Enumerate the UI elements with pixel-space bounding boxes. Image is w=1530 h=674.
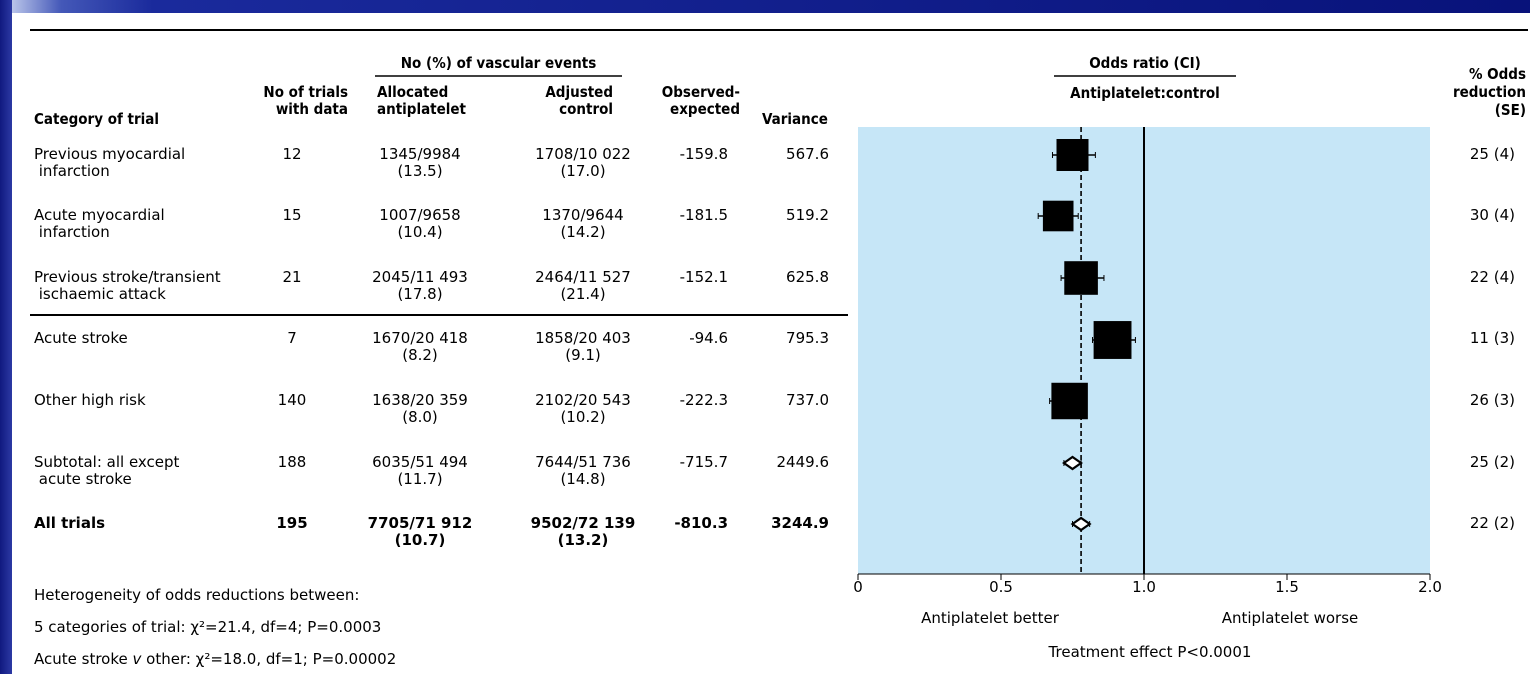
odds-ratio-square — [1064, 261, 1098, 295]
x-tick-label: 1.0 — [1132, 578, 1156, 596]
x-axis-right-label: Antiplatelet worse — [1221, 609, 1359, 627]
heterogeneity-line-2-post: other: χ²=18.0, df=1; P=0.00002 — [141, 650, 397, 668]
row-variance: 795.3 — [786, 329, 829, 347]
row-category: Other high risk — [34, 391, 146, 409]
row-allocated: 1670/20 418 (8.2) — [372, 329, 468, 364]
col-header-adjusted: Adjusted control — [545, 83, 613, 118]
odds-ratio-diamond — [1062, 455, 1083, 471]
row-allocated: 1638/20 359 (8.0) — [372, 391, 468, 426]
col-header-trials: No of trials with data — [263, 83, 348, 118]
row-observed-expected: -159.8 — [679, 145, 728, 163]
row-variance: 3244.9 — [771, 514, 829, 532]
row-reduction: 25 (4) — [1469, 145, 1515, 163]
row-reduction: 22 (4) — [1469, 268, 1515, 286]
heterogeneity-title: Heterogeneity of odds reductions between… — [34, 586, 360, 604]
row-variance: 2449.6 — [776, 453, 830, 471]
row-trials: 7 — [287, 329, 297, 347]
row-adjusted: 1708/10 022 (17.0) — [535, 145, 631, 180]
heterogeneity-line-2-versus: v — [132, 650, 142, 668]
title-bar-band — [0, 0, 1530, 13]
row-adjusted: 2464/11 527 (21.4) — [535, 268, 631, 303]
row-observed-expected: -94.6 — [689, 329, 728, 347]
row-adjusted: 1370/9644 (14.2) — [542, 206, 624, 241]
x-tick-label: 2.0 — [1418, 578, 1442, 596]
row-category: Acute myocardial infarction — [34, 206, 165, 241]
row-category: Subtotal: all except acute stroke — [34, 453, 180, 488]
or-header-subtitle: Antiplatelet:control — [1070, 84, 1220, 102]
row-allocated: 1345/9984 (13.5) — [379, 145, 461, 180]
row-adjusted: 1858/20 403 (9.1) — [535, 329, 631, 364]
col-header-category: Category of trial — [34, 110, 159, 128]
row-observed-expected: -152.1 — [679, 268, 728, 286]
row-variance: 567.6 — [786, 145, 829, 163]
col-header-variance: Variance — [762, 110, 828, 128]
x-tick-label: 1.5 — [1275, 578, 1299, 596]
x-axis-left-label: Antiplatelet better — [921, 609, 1059, 627]
row-observed-expected: -181.5 — [679, 206, 728, 224]
heterogeneity-line-2-pre: Acute stroke — [34, 650, 133, 668]
row-trials: 21 — [282, 268, 302, 286]
row-variance: 625.8 — [786, 268, 829, 286]
row-allocated: 6035/51 494 (11.7) — [372, 453, 468, 488]
chart-marks: 0 0.5 1.0 1.5 2.0 — [853, 127, 1442, 596]
row-allocated: 1007/9658 (10.4) — [379, 206, 461, 241]
row-category: All trials — [34, 514, 106, 532]
col-header-allocated: Allocated antiplatelet — [377, 83, 467, 118]
row-trials: 12 — [282, 145, 302, 163]
row-observed-expected: -715.7 — [679, 453, 728, 471]
odds-ratio-diamond — [1070, 516, 1092, 532]
row-adjusted: 9502/72 139 (13.2) — [530, 514, 636, 549]
odds-ratio-square — [1042, 200, 1074, 232]
row-reduction: 26 (3) — [1469, 391, 1515, 409]
row-variance: 519.2 — [786, 206, 829, 224]
heterogeneity-line-2: Acute stroke v other: χ²=18.0, df=1; P=0… — [34, 651, 396, 668]
row-observed-expected: -810.3 — [674, 514, 728, 532]
col-header-observed-expected: Observed- expected — [661, 83, 740, 118]
row-reduction: 25 (2) — [1469, 453, 1515, 471]
or-header-title: Odds ratio (CI) — [1089, 54, 1201, 72]
row-adjusted: 7644/51 736 (14.8) — [535, 453, 631, 488]
heterogeneity-line-1: 5 categories of trial: χ²=21.4, df=4; P=… — [34, 618, 382, 636]
row-allocated: 7705/71 912 (10.7) — [367, 514, 473, 549]
row-category: Previous myocardial infarction — [34, 145, 186, 180]
row-category: Acute stroke — [34, 329, 128, 347]
row-observed-expected: -222.3 — [679, 391, 728, 409]
left-border-band — [0, 0, 12, 674]
odds-ratio-square — [1093, 321, 1132, 359]
x-tick-label: 0.5 — [989, 578, 1013, 596]
row-adjusted: 2102/20 543 (10.2) — [535, 391, 631, 426]
odds-ratio-square — [1056, 139, 1089, 171]
x-tick-label: 0 — [853, 578, 863, 596]
row-trials: 188 — [277, 453, 307, 471]
row-allocated: 2045/11 493 (17.8) — [372, 268, 468, 303]
group-header-title: No (%) of vascular events — [400, 54, 597, 72]
row-reduction: 30 (4) — [1469, 206, 1515, 224]
row-reduction: 22 (2) — [1469, 514, 1515, 532]
row-reduction: 11 (3) — [1469, 329, 1515, 347]
row-category: Previous stroke/transient ischaemic atta… — [34, 268, 221, 303]
row-variance: 737.0 — [786, 391, 829, 409]
row-trials: 195 — [276, 514, 308, 532]
row-trials: 15 — [282, 206, 302, 224]
row-trials: 140 — [277, 391, 307, 409]
treatment-effect-note: Treatment effect P<0.0001 — [1048, 643, 1252, 661]
col-header-reduction: % Odds reduction (SE) — [1452, 65, 1526, 119]
odds-ratio-square — [1051, 382, 1088, 420]
